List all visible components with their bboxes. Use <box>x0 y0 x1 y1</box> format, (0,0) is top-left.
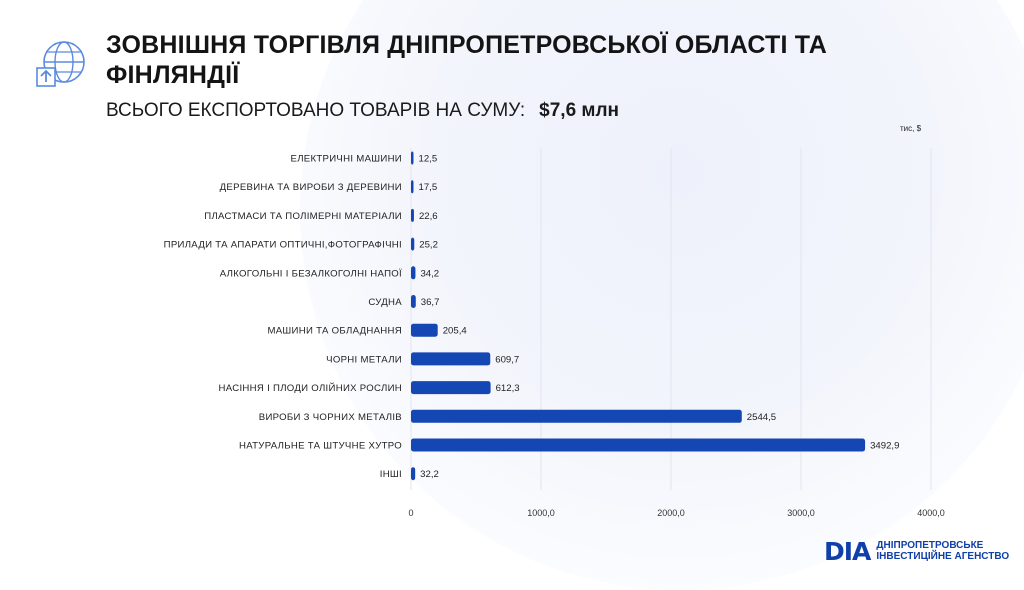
category-label: ЕЛЕКТРИЧНІ МАШИНИ <box>291 154 403 165</box>
bar-chart: 0 1000,0 2000,0 3000,0 4000,0 ЕЛЕКТРИЧНІ МАШИ… <box>164 148 945 518</box>
x-tick-label: 1000,0 <box>527 508 555 518</box>
value-label: 12,5 <box>419 154 438 165</box>
value-label: 17,5 <box>419 182 438 193</box>
x-tick-label: 0 <box>408 508 413 518</box>
brand-name-line2: ІНВЕСТИЦІЙНЕ АГЕНСТВО <box>876 551 1010 562</box>
value-label: 36,7 <box>421 297 440 308</box>
value-label: 2544,5 <box>747 412 776 423</box>
category-label: ВИРОБИ З ЧОРНИХ МЕТАЛІВ <box>259 412 402 423</box>
value-label: 25,2 <box>419 240 438 251</box>
x-tick-label: 2000,0 <box>657 508 685 518</box>
bar <box>411 266 416 280</box>
bar <box>411 180 414 194</box>
x-tick-label: 4000,0 <box>917 508 945 518</box>
category-label: ПРИЛАДИ ТА АПАРАТИ ОПТИЧНІ,ФОТОГРАФІЧНІ <box>164 240 402 251</box>
value-label: 32,2 <box>420 469 439 480</box>
value-label: 34,2 <box>420 268 439 279</box>
category-label: НАСІННЯ І ПЛОДИ ОЛІЙНИХ РОСЛИН <box>219 382 402 394</box>
bar <box>411 438 866 452</box>
bar <box>411 467 416 481</box>
value-label: 612,3 <box>496 383 520 394</box>
bar <box>411 295 416 308</box>
page-title: ЗОВНІШНЯ ТОРГІВЛЯ ДНІПРОПЕТРОВСЬКОЇ ОБЛА… <box>106 31 827 89</box>
category-label: ДЕРЕВИНА ТА ВИРОБИ З ДЕРЕВИНИ <box>220 182 402 193</box>
brand-mark: DIA <box>824 536 871 566</box>
category-label: СУДНА <box>368 297 402 308</box>
bar <box>411 381 491 395</box>
value-label: 609,7 <box>495 354 519 365</box>
export-total: ВСЬОГО ЕКСПОРТОВАНО ТОВАРІВ НА СУМУ: $7,6… <box>106 100 619 122</box>
category-label: ІНШІ <box>380 469 402 480</box>
brand-name: ДНІПРОПЕТРОВСЬКЕ ІНВЕСТИЦІЙНЕ АГЕНСТВО <box>876 540 1009 562</box>
bar <box>411 208 414 222</box>
category-label: ПЛАСТМАСИ ТА ПОЛІМЕРНІ МАТЕРІАЛИ <box>204 211 402 222</box>
export-total-label: ВСЬОГО ЕКСПОРТОВАНО ТОВАРІВ НА СУМУ: <box>106 100 526 121</box>
bar <box>411 409 742 423</box>
category-label: АЛКОГОЛЬНІ І БЕЗАЛКОГОЛНІ НАПОЇ <box>220 268 402 279</box>
x-tick-label: 3000,0 <box>787 508 815 518</box>
category-label: НАТУРАЛЬНЕ ТА ШТУЧНЕ ХУТРО <box>239 441 402 452</box>
value-label: 22,6 <box>419 211 438 222</box>
category-label: ЧОРНІ МЕТАЛИ <box>326 354 402 365</box>
chart-unit-label: тис, $ <box>900 124 922 133</box>
globe-export-icon <box>36 41 85 87</box>
value-label: 3492,9 <box>870 441 899 452</box>
brand-logo: DIA ДНІПРОПЕТРОВСЬКЕ ІНВЕСТИЦІЙНЕ АГЕНСТ… <box>824 536 1009 566</box>
bar <box>411 151 414 165</box>
category-label: МАШИНИ ТА ОБЛАДНАННЯ <box>267 326 402 337</box>
value-label: 205,4 <box>443 326 468 337</box>
bar <box>411 323 438 337</box>
bar <box>411 352 491 366</box>
brand-name-line1: ДНІПРОПЕТРОВСЬКЕ <box>876 540 984 551</box>
bar <box>411 237 415 251</box>
export-total-value: $7,6 млн <box>539 100 620 121</box>
